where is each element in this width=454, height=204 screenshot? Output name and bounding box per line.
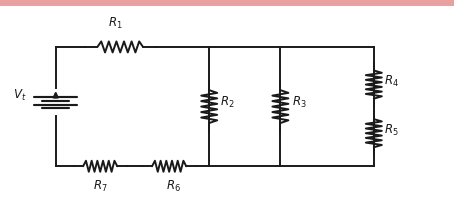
Text: $R_4$: $R_4$ (384, 74, 399, 89)
Text: $R_6$: $R_6$ (166, 179, 181, 194)
Text: $R_1$: $R_1$ (109, 16, 123, 31)
Text: $V_t$: $V_t$ (13, 88, 27, 103)
Text: $R_7$: $R_7$ (93, 179, 108, 194)
Text: $R_3$: $R_3$ (291, 95, 306, 111)
Text: $R_2$: $R_2$ (220, 95, 235, 111)
Text: $R_5$: $R_5$ (384, 123, 398, 138)
